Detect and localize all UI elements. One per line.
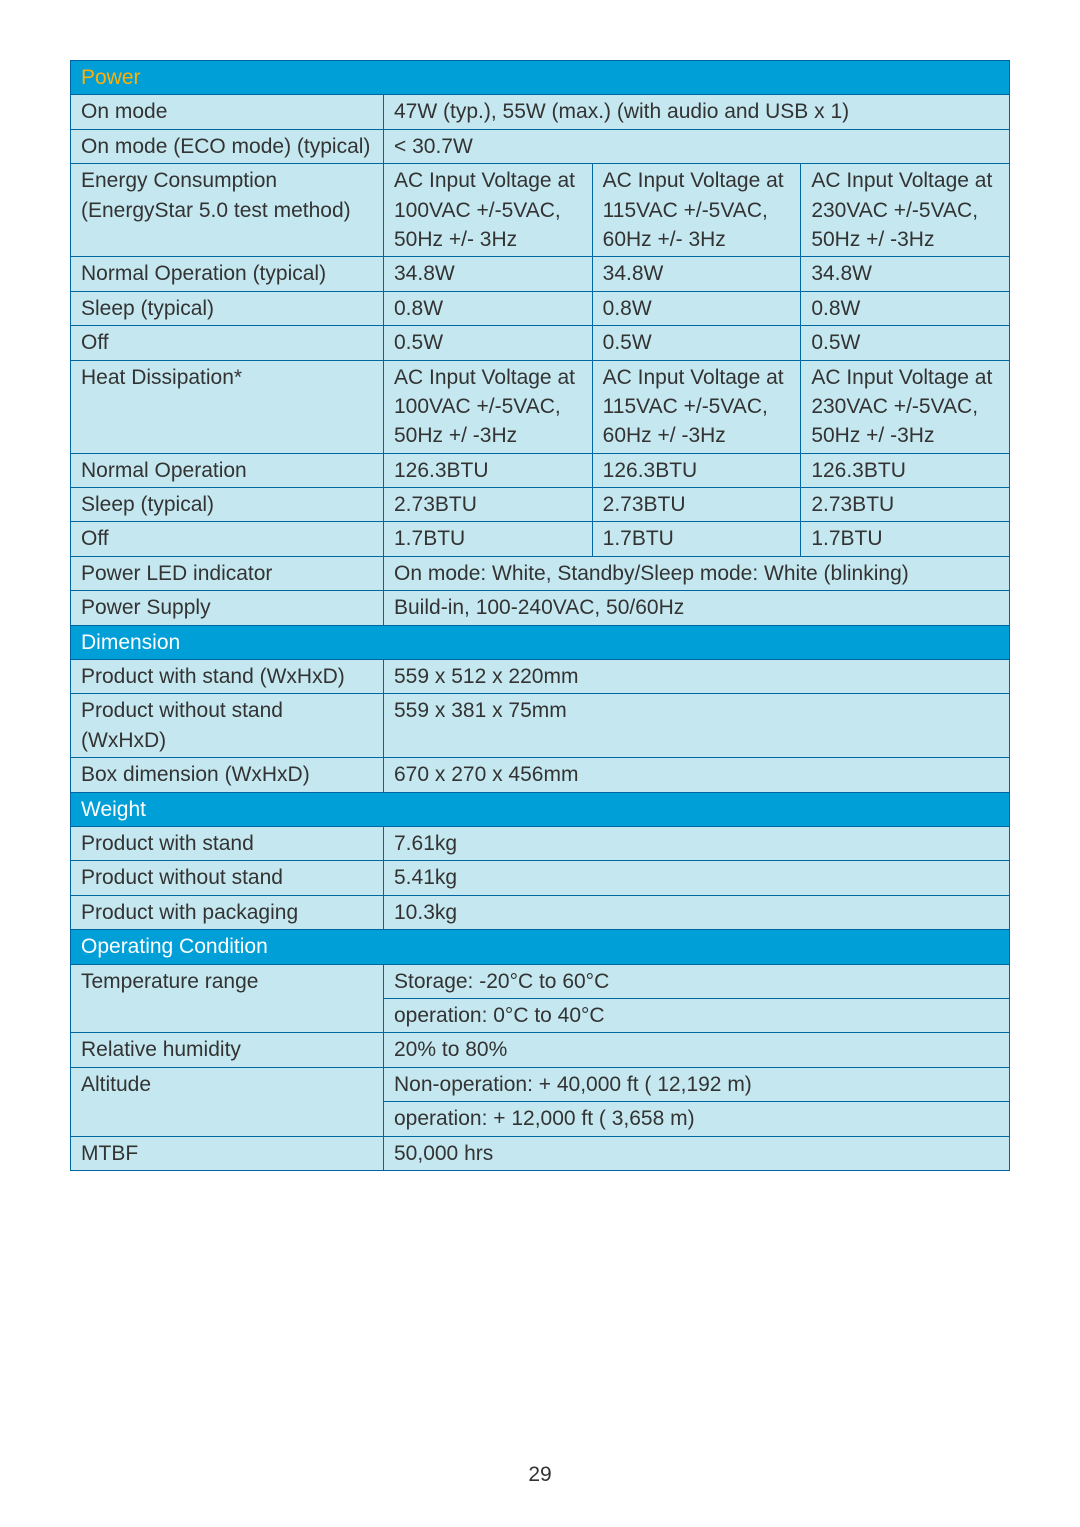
row-value: 7.61kg: [384, 826, 1010, 860]
row-value: 126.3BTU: [592, 453, 801, 487]
row-value: 0.5W: [801, 326, 1010, 360]
section-header-weight: Weight: [71, 792, 1010, 826]
row-value: 5.41kg: [384, 861, 1010, 895]
row-value: 126.3BTU: [801, 453, 1010, 487]
row-label: Product with packaging: [71, 895, 384, 929]
row-value: Storage: -20°C to 60°C: [384, 964, 1010, 998]
row-value: AC Input Voltage at 115VAC +/-5VAC, 60Hz…: [592, 164, 801, 257]
row-value: 559 x 381 x 75mm: [384, 694, 1010, 758]
row-value: On mode: White, Standby/Sleep mode: Whit…: [384, 556, 1010, 590]
row-value: 0.8W: [592, 291, 801, 325]
row-label: Box dimension (WxHxD): [71, 758, 384, 792]
row-value: 50,000 hrs: [384, 1136, 1010, 1170]
row-value: 670 x 270 x 456mm: [384, 758, 1010, 792]
row-value: < 30.7W: [384, 129, 1010, 163]
row-label: Altitude: [71, 1067, 384, 1136]
section-header-power: Power: [71, 61, 1010, 95]
row-label: Temperature range: [71, 964, 384, 1033]
row-value: AC Input Voltage at 115VAC +/-5VAC, 60Hz…: [592, 360, 801, 453]
row-value: AC Input Voltage at 230VAC +/-5VAC, 50Hz…: [801, 360, 1010, 453]
row-value: 0.8W: [384, 291, 593, 325]
page-number: 29: [0, 1463, 1080, 1487]
row-label: Heat Dissipation*: [71, 360, 384, 453]
row-label: Energy Consumption (EnergyStar 5.0 test …: [71, 164, 384, 257]
row-label: Power LED indicator: [71, 556, 384, 590]
row-label: Product with stand: [71, 826, 384, 860]
row-label: MTBF: [71, 1136, 384, 1170]
row-value: 34.8W: [592, 257, 801, 291]
row-value: 0.8W: [801, 291, 1010, 325]
row-label: Sleep (typical): [71, 488, 384, 522]
row-value: 47W (typ.), 55W (max.) (with audio and U…: [384, 95, 1010, 129]
row-value: AC Input Voltage at 100VAC +/-5VAC, 50Hz…: [384, 360, 593, 453]
row-label: Power Supply: [71, 591, 384, 625]
row-value: 1.7BTU: [384, 522, 593, 556]
row-value: AC Input Voltage at 230VAC +/-5VAC, 50Hz…: [801, 164, 1010, 257]
row-label: On mode: [71, 95, 384, 129]
row-label: Normal Operation: [71, 453, 384, 487]
row-value: 0.5W: [384, 326, 593, 360]
spec-table: Power On mode 47W (typ.), 55W (max.) (wi…: [70, 60, 1010, 1171]
row-value: 10.3kg: [384, 895, 1010, 929]
row-value: 2.73BTU: [801, 488, 1010, 522]
row-value: 34.8W: [384, 257, 593, 291]
row-label: Product with stand (WxHxD): [71, 660, 384, 694]
row-label: Off: [71, 522, 384, 556]
row-value: AC Input Voltage at 100VAC +/-5VAC, 50Hz…: [384, 164, 593, 257]
row-value: 559 x 512 x 220mm: [384, 660, 1010, 694]
row-label: Off: [71, 326, 384, 360]
section-header-operating: Operating Condition: [71, 930, 1010, 964]
row-value: 2.73BTU: [384, 488, 593, 522]
row-value: Non-operation: + 40,000 ft ( 12,192 m): [384, 1067, 1010, 1101]
row-value: 126.3BTU: [384, 453, 593, 487]
row-label: Sleep (typical): [71, 291, 384, 325]
row-value: Build-in, 100-240VAC, 50/60Hz: [384, 591, 1010, 625]
row-value: 0.5W: [592, 326, 801, 360]
section-header-dimension: Dimension: [71, 625, 1010, 659]
row-value: 34.8W: [801, 257, 1010, 291]
row-label: Product without stand (WxHxD): [71, 694, 384, 758]
row-label: Normal Operation (typical): [71, 257, 384, 291]
row-label: Relative humidity: [71, 1033, 384, 1067]
row-value: 1.7BTU: [801, 522, 1010, 556]
row-value: 20% to 80%: [384, 1033, 1010, 1067]
row-value: operation: 0°C to 40°C: [384, 998, 1010, 1032]
row-label: Product without stand: [71, 861, 384, 895]
row-value: 1.7BTU: [592, 522, 801, 556]
row-label: On mode (ECO mode) (typical): [71, 129, 384, 163]
row-value: 2.73BTU: [592, 488, 801, 522]
row-value: operation: + 12,000 ft ( 3,658 m): [384, 1102, 1010, 1136]
